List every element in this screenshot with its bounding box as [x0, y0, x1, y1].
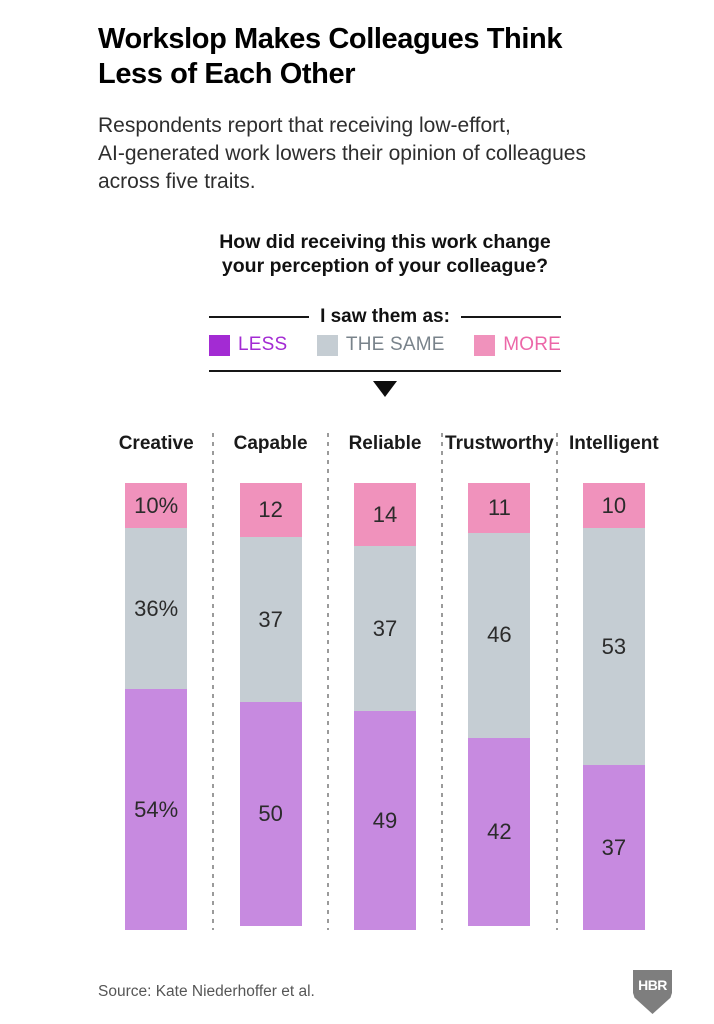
subtitle-line-1: Respondents report that receiving low-ef…: [98, 113, 511, 137]
legend-item-same: THE SAME: [316, 334, 445, 356]
segment-value-label: 46: [487, 622, 512, 648]
legend-items: LESS THE SAME MORE: [209, 333, 561, 357]
subtitle: Respondents report that receiving low-ef…: [98, 112, 654, 196]
stacked-bar: 10% 36% 54%: [125, 483, 188, 931]
bar-segment-more: 12: [239, 483, 302, 538]
same-swatch-icon: [316, 334, 338, 356]
bar-segment-less: 49: [354, 711, 417, 931]
stacked-bar: 12 37 50: [239, 483, 302, 930]
chart-question: How did receiving this work change your …: [100, 230, 670, 280]
category-label: Creative: [118, 433, 194, 455]
question-line-1: How did receiving this work change: [219, 230, 551, 253]
bar-segment-less: 42: [468, 738, 531, 926]
column-divider: [441, 433, 444, 931]
legend-label-more: MORE: [503, 334, 561, 356]
segment-value-label: 37: [601, 834, 627, 860]
segment-value-label: 37: [372, 615, 398, 641]
bar-segment-same: 37: [354, 546, 417, 712]
hbr-logo-icon: HBR: [633, 970, 672, 1014]
segment-value-label: 14: [372, 501, 398, 527]
legend-rule-left: [209, 316, 310, 319]
column-divider: [326, 433, 329, 931]
arrow-down-icon: [373, 381, 397, 398]
segment-value-label: 42: [487, 819, 512, 845]
less-swatch-icon: [209, 334, 230, 356]
bar-segment-same: 37: [239, 537, 302, 703]
chart-column-creative: Creative 10% 36% 54%: [100, 433, 212, 931]
page-title: Workslop Makes Colleagues Think Less of …: [98, 22, 654, 93]
legend-heading: I saw them as:: [320, 306, 450, 328]
title-line-2: Less of Each Other: [98, 58, 356, 91]
source-credit: Source: Kate Niederhoffer et al.: [98, 983, 315, 1000]
segment-value-label: 11: [488, 495, 511, 520]
segment-value-label: 50: [258, 801, 283, 827]
segment-value-label: 37: [258, 606, 283, 632]
stacked-bar: 10 53 37: [582, 483, 645, 931]
segment-value-label: 54%: [134, 796, 179, 822]
hbr-logo-text: HBR: [638, 977, 667, 993]
segment-value-label: 12: [258, 497, 283, 523]
stacked-bar: 14 37 49: [354, 483, 417, 931]
bar-segment-same: 53: [582, 528, 645, 766]
segment-value-label: 53: [601, 633, 627, 659]
segment-value-label: 10: [601, 492, 627, 518]
legend-label-same: THE SAME: [345, 334, 445, 356]
bar-segment-same: 36%: [125, 528, 188, 690]
bar-segment-more: 10%: [125, 483, 188, 529]
header: Workslop Makes Colleagues Think Less of …: [0, 0, 714, 196]
chart-section: How did receiving this work change your …: [100, 230, 670, 931]
footer: Source: Kate Niederhoffer et al. HBR: [0, 970, 714, 1014]
more-swatch-icon: [474, 334, 496, 356]
bar-segment-less: 37: [582, 765, 645, 931]
subtitle-line-2: AI-generated work lowers their opinion o…: [98, 141, 586, 165]
bar-segment-more: 11: [468, 483, 531, 533]
column-divider: [555, 433, 558, 931]
bar-segment-less: 50: [239, 702, 302, 926]
legend-item-more: MORE: [474, 334, 561, 356]
bar-segment-more: 10: [582, 483, 645, 529]
chart-column-trustworthy: Trustworthy 11 46 42: [443, 433, 555, 930]
segment-value-label: 10%: [134, 492, 179, 518]
legend-rule-right: [460, 316, 562, 319]
category-label: Intelligent: [568, 433, 659, 455]
bar-segment-same: 46: [468, 532, 531, 739]
segment-value-label: 36%: [134, 595, 179, 621]
legend-item-less: LESS: [209, 334, 287, 356]
legend-bottom-rule: [209, 370, 561, 373]
category-label: Reliable: [348, 433, 422, 455]
legend: I saw them as: LESS THE SAME MORE: [209, 305, 562, 373]
chart-column-reliable: Reliable 14 37 49: [329, 433, 441, 931]
column-divider: [212, 433, 215, 931]
legend-heading-row: I saw them as:: [209, 305, 562, 329]
bar-segment-less: 54%: [125, 689, 188, 931]
title-line-1: Workslop Makes Colleagues Think: [98, 23, 563, 55]
segment-value-label: 49: [372, 807, 398, 833]
stacked-bar: 11 46 42: [468, 483, 531, 930]
chart-column-intelligent: Intelligent 10 53 37: [558, 433, 670, 931]
stacked-bar-chart: Creative 10% 36% 54% Capable 12 37 50 Re…: [100, 433, 670, 931]
category-label: Trustworthy: [445, 433, 554, 455]
legend-label-less: LESS: [238, 334, 288, 356]
category-label: Capable: [233, 433, 308, 455]
question-line-2: your perception of your colleague?: [221, 255, 549, 278]
bar-segment-more: 14: [354, 483, 417, 546]
subtitle-line-3: across five traits.: [98, 169, 256, 193]
chart-column-capable: Capable 12 37 50: [214, 433, 326, 930]
